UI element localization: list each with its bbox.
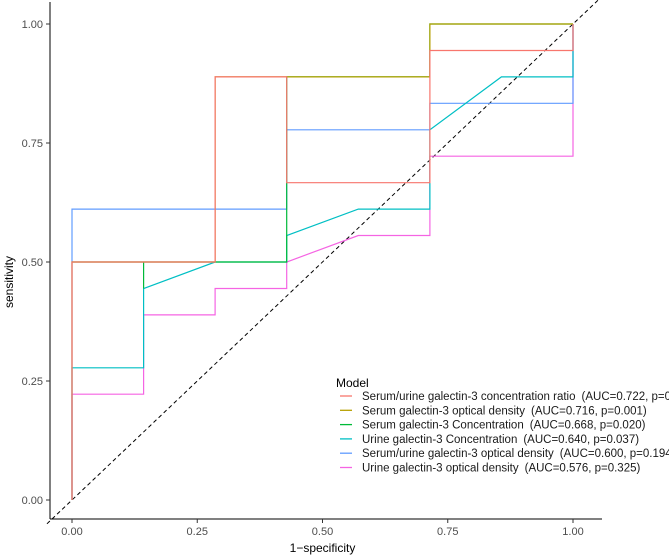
y-tick-label: 0.50 [22, 257, 43, 269]
x-tick-label: 1.00 [562, 526, 583, 538]
legend-title: Model [336, 376, 369, 390]
x-tick-label: 0.25 [187, 526, 208, 538]
legend-series-stats: (AUC=0.722, p=0.035) [582, 391, 669, 403]
y-axis-title: sensitivity [2, 256, 16, 308]
axes: 0.00 0.25 0.50 0.75 1.00 0.00 0.25 0.50 0.75 1.00 [22, 2, 602, 538]
roc-curve-line [71, 24, 574, 500]
legend-label: Serum galectin-3 Concentration (AUC=0.668… [362, 420, 646, 432]
legend-series-stats: (AUC=0.668, p=0.020) [530, 420, 646, 432]
legend-label: Urine galectin-3 Concentration (AUC=0.640… [362, 434, 639, 446]
legend-label: Urine galectin-3 optical density (AUC=0.5… [362, 463, 640, 475]
legend-series-stats: (AUC=0.716, p=0.001) [531, 405, 647, 417]
roc-curve-line [71, 24, 574, 500]
legend-series-name: Serum galectin-3 optical density [362, 405, 525, 417]
legend-label: Serum galectin-3 optical density (AUC=0.7… [362, 405, 647, 417]
plot-area [46, 0, 599, 525]
legend-series-name: Urine galectin-3 Concentration [362, 434, 517, 446]
legend-series-name: Serum/urine galectin-3 concentration rat… [362, 391, 576, 403]
legend-series-stats: (AUC=0.600, p=0.194) [560, 448, 669, 460]
y-tick-label: 0.00 [22, 495, 43, 507]
x-tick-label: 0.75 [437, 526, 458, 538]
x-tick-label: 0.00 [61, 526, 82, 538]
legend-series-name: Serum/urine galectin-3 optical density [362, 448, 554, 460]
reference-diagonal [46, 0, 599, 525]
legend-series-stats: (AUC=0.576, p=0.325) [525, 463, 641, 475]
legend-series-name: Urine galectin-3 optical density [362, 463, 519, 475]
y-tick-label: 0.75 [22, 138, 43, 150]
legend-label: Serum/urine galectin-3 concentration rat… [362, 391, 669, 403]
legend-series-name: Serum galectin-3 Concentration [362, 420, 524, 432]
y-tick-label: 0.25 [22, 376, 43, 388]
y-tick-label: 1.00 [22, 19, 43, 31]
legend-label: Serum/urine galectin-3 optical density (A… [362, 448, 669, 460]
x-tick-label: 0.50 [312, 526, 333, 538]
legend: Model Serum/urine galectin-3 concentrati… [336, 376, 669, 475]
legend-series-stats: (AUC=0.640, p=0.037) [523, 434, 639, 446]
x-axis-title: 1−specificity [290, 541, 356, 555]
